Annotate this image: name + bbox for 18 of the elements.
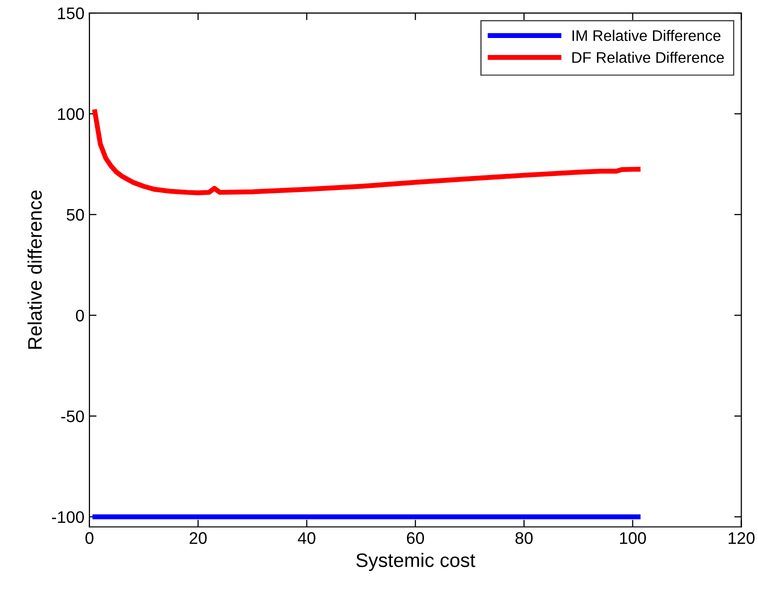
y-tick-label: 150 <box>58 7 84 20</box>
x-tick-label: 100 <box>620 532 646 544</box>
x-tick-label: 80 <box>515 532 533 544</box>
y-tick-label: 100 <box>58 108 84 120</box>
line-series <box>92 109 641 196</box>
x-tick-label: 120 <box>728 532 755 544</box>
y-axis-title: Relative difference <box>28 190 42 349</box>
legend-label: IM Relative Difference <box>572 30 720 42</box>
y-tick-label: -100 <box>52 511 84 524</box>
y-tick-label: 0 <box>76 310 84 322</box>
x-tick-label: 0 <box>85 532 94 544</box>
x-tick-label: 40 <box>298 532 316 544</box>
x-tick-label: 20 <box>190 532 207 544</box>
x-tick-label: 60 <box>406 532 424 544</box>
x-axis-title: Systemic cost <box>356 552 476 571</box>
y-tick-label: -50 <box>61 410 84 422</box>
legend-label: DF Relative Difference <box>572 52 724 63</box>
y-tick-label: 50 <box>66 208 84 221</box>
